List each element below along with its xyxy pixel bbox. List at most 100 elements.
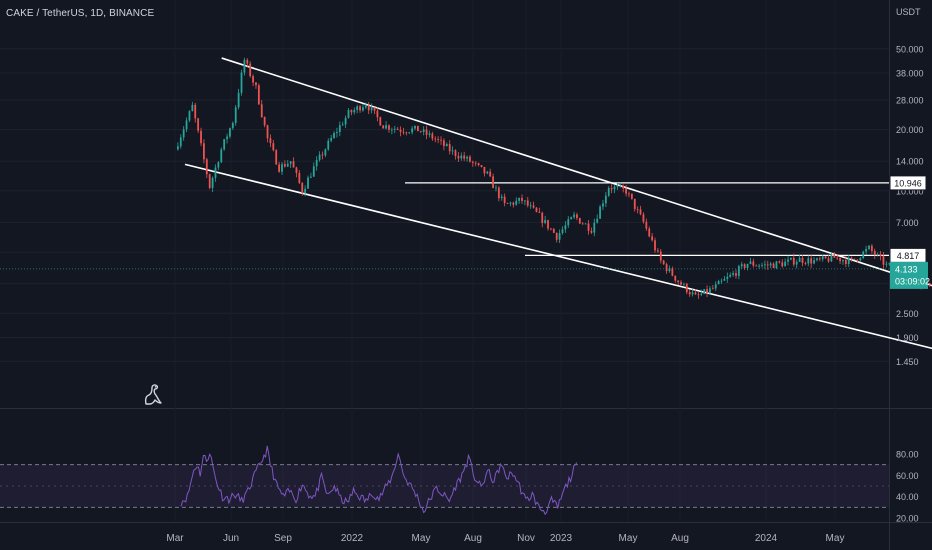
candle-body	[437, 139, 440, 140]
last-price-box	[890, 261, 928, 289]
candle-body	[729, 274, 732, 277]
candle-body	[396, 128, 399, 130]
candle-body	[272, 143, 275, 151]
price-tick-label: 7.000	[896, 218, 919, 228]
candle-body	[726, 276, 729, 279]
candle-body	[185, 120, 188, 130]
candle-body	[873, 251, 876, 255]
candle-body	[194, 104, 197, 119]
candle-body	[662, 260, 665, 265]
time-tick-label: May	[412, 533, 431, 544]
candle-body	[471, 161, 474, 163]
candle-body	[474, 162, 477, 164]
candle-body	[740, 264, 743, 267]
candle-body	[203, 143, 205, 160]
candle-body	[541, 212, 544, 223]
candle-body	[364, 105, 367, 108]
candle-body	[318, 154, 321, 160]
candle-body	[735, 273, 737, 276]
channel-lines	[184, 57, 932, 350]
time-tick-label: 2023	[550, 533, 573, 544]
candle-body	[350, 110, 353, 113]
candle-body	[411, 128, 414, 133]
candle-body	[341, 124, 344, 126]
rsi-line	[180, 445, 578, 516]
candle-body	[208, 174, 211, 188]
candle-body	[888, 263, 891, 265]
candle-body	[405, 132, 408, 134]
candle-body	[518, 197, 521, 201]
candle-body	[677, 280, 680, 283]
candle-body	[844, 259, 847, 265]
candle-body	[252, 76, 254, 83]
candle-body	[220, 149, 223, 163]
price-tick-label: 14.000	[896, 157, 924, 167]
candle-body	[570, 217, 573, 220]
candle-body	[853, 258, 856, 260]
candle-body	[460, 155, 463, 159]
price-tick-label: 2.500	[896, 309, 919, 319]
time-tick-label: May	[619, 533, 638, 544]
candle-body	[376, 110, 379, 118]
candle-body	[790, 257, 792, 260]
candle-body	[683, 283, 685, 285]
candle-body	[237, 92, 240, 108]
candle-body	[246, 59, 249, 64]
candle-body	[269, 138, 272, 144]
time-tick-label: Mar	[166, 533, 184, 544]
candle-body	[576, 214, 578, 219]
candle-body	[298, 172, 301, 183]
candle-body	[596, 218, 599, 223]
channel-line	[221, 57, 932, 287]
candle-body	[876, 254, 879, 256]
candle-body	[674, 275, 677, 281]
candle-body	[451, 150, 454, 152]
candle-body	[469, 156, 471, 162]
candle-body	[590, 230, 593, 233]
candle-body	[353, 109, 356, 113]
candle-body	[191, 104, 194, 112]
candle-body	[928, 283, 931, 286]
candle-body	[567, 219, 570, 226]
candle-body	[535, 207, 538, 212]
candle-body	[532, 205, 535, 208]
price-tick-label: 28.000	[896, 95, 924, 105]
candle-body	[816, 258, 818, 261]
rsi-tick-label: 20.00	[896, 514, 919, 524]
candle-body	[599, 206, 601, 219]
candle-body	[515, 200, 518, 205]
candle-body	[749, 261, 752, 264]
candle-body	[304, 188, 307, 194]
candle-body	[359, 106, 361, 111]
candle-body	[659, 251, 662, 261]
candle-body	[651, 236, 654, 241]
candle-body	[443, 140, 445, 147]
candle-body	[393, 128, 396, 130]
candle-body	[260, 104, 263, 117]
candle-body	[865, 249, 868, 252]
candle-body	[859, 258, 862, 261]
candle-body	[636, 209, 639, 210]
candle-body	[370, 107, 373, 111]
candle-body	[402, 131, 405, 133]
candle-body	[385, 125, 387, 129]
candle-body	[463, 155, 466, 159]
candle-body	[573, 214, 575, 218]
candle-body	[179, 137, 182, 147]
candle-body	[408, 132, 411, 134]
candle-body	[755, 265, 758, 267]
candle-body	[723, 278, 726, 281]
candle-body	[628, 193, 630, 195]
candle-body	[176, 146, 179, 150]
candle-body	[431, 133, 434, 139]
candle-body	[564, 225, 567, 230]
candle-body	[706, 289, 708, 294]
candle-body	[506, 203, 509, 204]
level-price-box	[889, 175, 927, 191]
candle-body	[714, 284, 717, 289]
candle-body	[697, 294, 700, 296]
candle-body	[801, 257, 804, 263]
candle-body	[616, 186, 619, 188]
price-tick-label: 1.450	[896, 357, 919, 367]
